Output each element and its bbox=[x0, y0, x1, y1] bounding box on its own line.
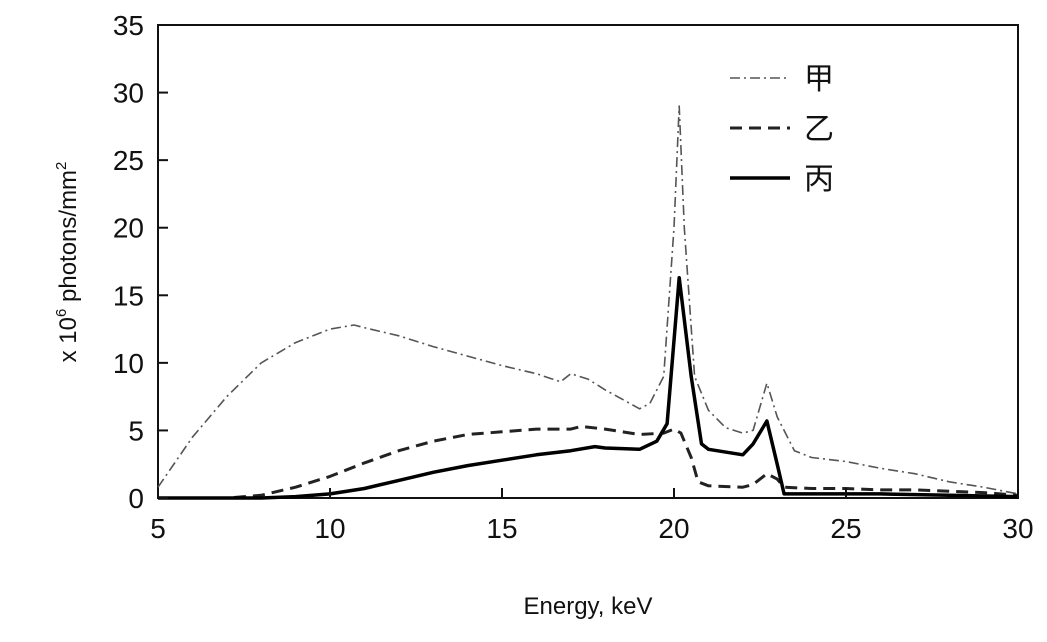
x-tick-label: 10 bbox=[314, 513, 345, 544]
legend-label-3: 丙 bbox=[804, 162, 834, 197]
x-tick-label: 25 bbox=[830, 513, 861, 544]
y-axis-title: x 106 photons/mm2 bbox=[53, 162, 82, 363]
y-axis-title-prefix: x 10 bbox=[55, 317, 82, 362]
y-axis-title-unit-exponent: 2 bbox=[53, 162, 70, 170]
x-tick-label: 20 bbox=[658, 513, 689, 544]
x-tick-label: 15 bbox=[486, 513, 517, 544]
y-axis-title-unit: photons/mm bbox=[55, 170, 82, 309]
legend: 甲乙丙 bbox=[730, 62, 834, 197]
x-tick-label: 30 bbox=[1002, 513, 1033, 544]
x-axis-title: Energy, keV bbox=[524, 593, 653, 620]
series-line-1 bbox=[157, 105, 1019, 495]
legend-label-2: 乙 bbox=[804, 112, 834, 147]
y-tick-label: 5 bbox=[128, 415, 144, 446]
y-tick-label: 0 bbox=[128, 483, 144, 514]
legend-label-1: 甲 bbox=[804, 62, 834, 97]
y-tick-label: 10 bbox=[113, 348, 144, 379]
series-layer bbox=[157, 105, 1019, 500]
y-tick-label: 35 bbox=[113, 10, 144, 41]
x-tick-label: 5 bbox=[150, 513, 166, 544]
y-tick-label: 20 bbox=[113, 213, 144, 244]
y-axis-title-exponent: 6 bbox=[53, 309, 70, 317]
series-line-3 bbox=[158, 275, 1019, 500]
y-tick-label: 25 bbox=[113, 145, 144, 176]
y-tick-label: 30 bbox=[113, 78, 144, 109]
plot-frame bbox=[157, 24, 1019, 499]
series-line-2 bbox=[158, 424, 1019, 500]
y-tick-label: 15 bbox=[113, 280, 144, 311]
